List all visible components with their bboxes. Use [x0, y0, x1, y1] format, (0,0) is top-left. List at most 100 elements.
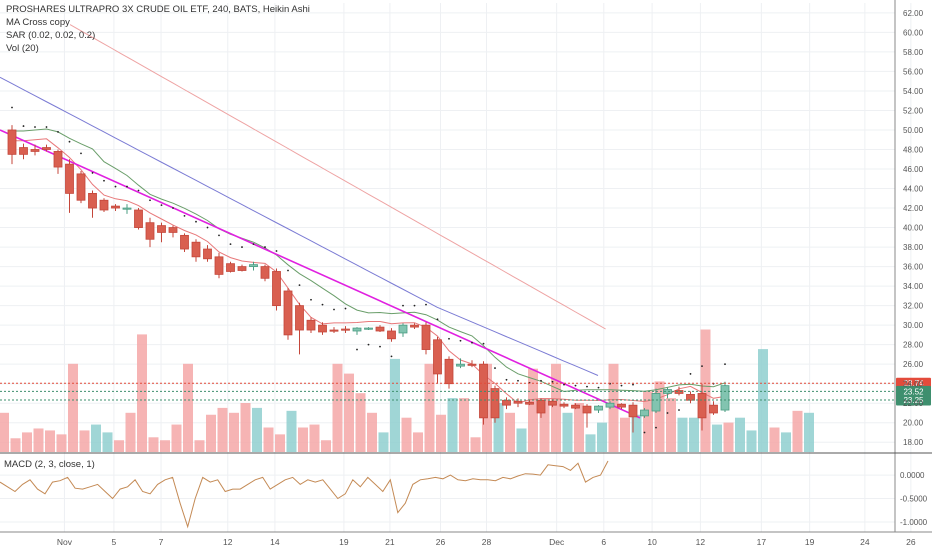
sar-dot	[80, 152, 82, 155]
sar-dot	[344, 307, 347, 310]
candle-body	[341, 328, 350, 331]
volume-bar	[551, 363, 561, 452]
volume-bar	[102, 432, 113, 452]
sar-dot	[149, 199, 151, 202]
sar-dot	[206, 226, 209, 229]
volume-bar	[436, 414, 446, 452]
price-tick-label: 26.00	[903, 360, 924, 369]
chart-title: PROSHARES ULTRAPRO 3X CRUDE OIL ETF, 240…	[6, 4, 310, 15]
volume-bar	[10, 438, 21, 452]
volume-bar	[574, 403, 584, 452]
candle-body	[134, 209, 143, 228]
candle-body	[421, 324, 431, 350]
sar-dot	[655, 426, 657, 429]
date-tick-label: 7	[159, 537, 164, 547]
volume-bar	[712, 424, 722, 452]
sar-dot	[574, 384, 577, 387]
sar-dot	[275, 250, 278, 252]
volume-bar	[539, 398, 550, 452]
candle-body	[191, 241, 201, 258]
macd-pane	[0, 460, 895, 529]
price-tick-label: 52.00	[903, 106, 924, 115]
date-tick-label: 12	[696, 537, 706, 547]
sar-dot	[413, 304, 416, 307]
price-badge-label: 23.74	[903, 379, 924, 388]
candle-body	[53, 151, 63, 168]
price-tick-label: 22.00	[903, 399, 924, 408]
candle-body	[283, 290, 293, 336]
sar-dot	[689, 373, 692, 375]
candle-body	[387, 330, 396, 340]
volume-bar	[125, 412, 136, 452]
sar-dot	[22, 125, 25, 127]
sar-dot	[367, 343, 370, 346]
candle-body	[272, 271, 281, 307]
candle-body	[122, 207, 132, 210]
volume-bar	[792, 410, 803, 452]
date-tick-label: 19	[339, 537, 349, 547]
candle-body	[295, 305, 304, 331]
volume-bar	[631, 414, 642, 452]
sar-dot	[724, 363, 726, 366]
date-tick-label: 28	[482, 537, 492, 547]
volume-bar	[217, 407, 228, 452]
volume-bar	[0, 412, 9, 452]
price-tick-label: 56.00	[903, 67, 924, 76]
price-tick-label: 48.00	[903, 145, 924, 154]
sar-dot	[425, 303, 427, 306]
volume-bar	[620, 417, 630, 452]
date-tick-label: 5	[112, 537, 117, 547]
candle-body	[502, 399, 511, 406]
sar-dot	[310, 298, 312, 301]
candle-body	[364, 327, 373, 330]
sar-dot	[517, 379, 519, 382]
candle-body	[490, 388, 500, 419]
date-tick-label: 10	[647, 537, 657, 547]
candle-body	[697, 393, 707, 419]
sar-dot	[298, 284, 301, 287]
price-tick-label: 50.00	[903, 126, 924, 135]
volume-bar	[252, 407, 262, 452]
candle-body	[617, 403, 626, 408]
sar-dot	[172, 207, 174, 209]
volume-bar	[79, 430, 90, 452]
sar-dot	[137, 189, 140, 192]
sar-dot	[11, 106, 13, 109]
price-tick-label: 34.00	[903, 282, 924, 291]
volume-bar	[608, 363, 619, 452]
volume-bar	[183, 363, 193, 452]
sar-dot	[264, 246, 266, 248]
candle-body	[30, 149, 40, 152]
candle-body	[467, 363, 477, 366]
volume-bar	[148, 437, 159, 452]
date-tick-label: 6	[601, 537, 606, 547]
date-tick-label: 17	[757, 537, 767, 547]
candle-body	[260, 266, 270, 279]
volume-bar	[263, 427, 274, 452]
volume-bar	[424, 363, 435, 452]
volume-bar	[240, 403, 251, 452]
price-tick-label: 60.00	[903, 28, 924, 37]
volume-bar	[562, 412, 573, 452]
price-badge	[896, 394, 931, 406]
candle-body	[628, 404, 638, 418]
macd-tick-label: 0.0000	[900, 471, 925, 480]
date-tick-label: Nov	[57, 537, 73, 547]
sar-dot	[494, 367, 496, 369]
candle-body	[88, 193, 97, 209]
volume-bar	[206, 414, 216, 452]
sar-dot	[402, 304, 404, 307]
volume-bar	[585, 434, 596, 452]
volume-bar	[447, 398, 458, 452]
legend-sar: SAR (0.02, 0.02, 0.2)	[6, 30, 95, 41]
volume-bar	[91, 424, 101, 452]
candle-body	[651, 393, 661, 412]
sar-dot	[68, 140, 71, 143]
candle-body	[214, 256, 224, 275]
candle-body	[663, 389, 672, 394]
candle-body	[571, 404, 580, 409]
sar-dot	[241, 246, 243, 248]
volume-bar	[413, 432, 423, 452]
volume-bar	[275, 434, 285, 452]
